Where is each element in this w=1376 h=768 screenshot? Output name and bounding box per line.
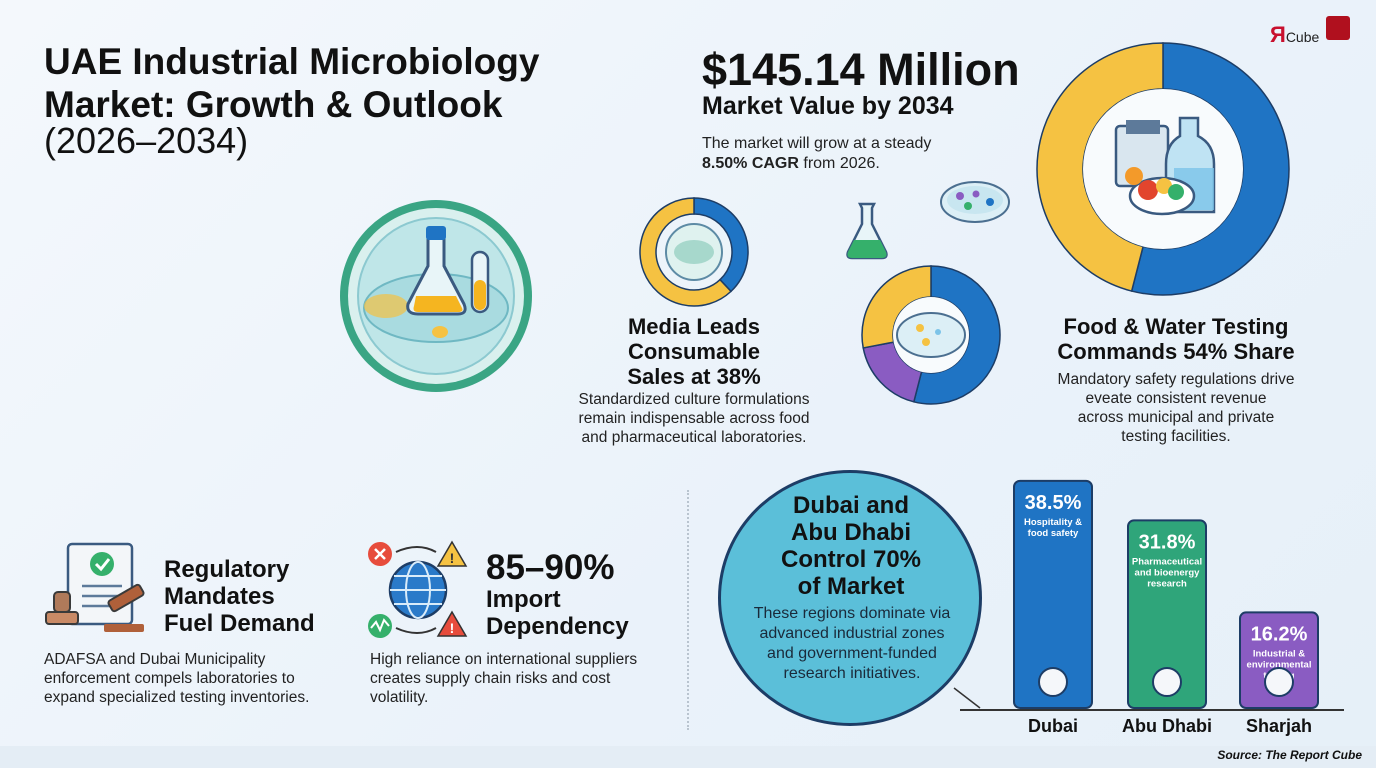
bar-value-label-1: 31.8% [1139, 531, 1196, 553]
bar-desc-2-line-1: environmental [1247, 659, 1312, 670]
media-desc: Standardized culture formulations remain… [548, 390, 840, 447]
bottom-strip [0, 746, 1376, 768]
global-supply-icon: ! ! [368, 540, 468, 638]
food-donut [1036, 42, 1290, 296]
bar-category-0: Dubai [1028, 716, 1078, 736]
factory-icon [1264, 667, 1294, 697]
connector-line [953, 687, 981, 709]
mid-donut-slice-0 [912, 265, 1001, 405]
regions-desc-line-3: and government-funded [767, 645, 937, 662]
bar-desc-1-line-1: and bioenergy [1135, 567, 1201, 578]
food-title-line-2: Commands 54% Share [1057, 339, 1295, 364]
svg-text:!: ! [450, 620, 455, 636]
regions-desc-line-1: These regions dominate via [753, 605, 951, 622]
food-desc-line-4: testing facilities. [1121, 428, 1231, 445]
import-title-line-1: Import [486, 586, 561, 613]
dining-icon [1038, 667, 1068, 697]
bar-desc-0-line-1: food safety [1028, 528, 1079, 539]
cube-icon [1326, 16, 1350, 40]
market-desc-tail: from 2026. [798, 155, 880, 172]
cagr-value: 8.50% CAGR [702, 155, 799, 172]
media-title-line-1: Media Leads [627, 314, 761, 339]
bar-sharjah [1239, 611, 1319, 709]
petri-dish-icon [340, 200, 532, 392]
flask-icon [846, 202, 888, 260]
media-desc-line-1: Standardized culture formulations [578, 391, 810, 408]
media-title-line-2: Consumable [627, 339, 761, 364]
media-donut-segments [639, 197, 749, 307]
media-title-line-3: Sales at 38% [627, 364, 761, 389]
media-desc-line-3: and pharmaceutical laboratories. [581, 429, 807, 446]
bar-dubai [1013, 479, 1093, 709]
food-desc-line-3: across municipal and private [1077, 409, 1275, 426]
regulatory-title: Regulatory Mandates Fuel Demand [164, 556, 315, 637]
regulatory-title-line-3: Fuel Demand [164, 610, 315, 637]
market-value-label: Market Value by 2034 [702, 92, 954, 120]
bar-desc-1-line-0: Pharmaceutical [1132, 556, 1202, 567]
media-desc-line-2: remain indispensable across food [578, 410, 810, 427]
regions-desc: These regions dominate via advanced indu… [730, 604, 974, 684]
bar-category-1: Abu Dhabi [1122, 716, 1212, 736]
import-value: 85–90% [486, 548, 615, 587]
bar-desc-2-line-0: Industrial & [1253, 648, 1305, 659]
import-desc: High reliance on international suppliers… [370, 650, 637, 707]
food-desc-line-1: Mandatory safety regulations drive [1057, 371, 1295, 388]
svg-text:!: ! [450, 550, 455, 566]
brand-logo: ЯCube [1270, 22, 1319, 48]
regulatory-icon [45, 542, 145, 632]
regions-title: Dubai and Abu Dhabi Control 70% of Marke… [740, 492, 962, 600]
media-title: Media Leads Consumable Sales at 38% [588, 314, 800, 389]
regions-desc-line-4: research initiatives. [783, 665, 921, 682]
logo-mark: Я [1270, 22, 1286, 47]
regions-title-line-1: Dubai and [792, 492, 909, 519]
import-title-line-2: Dependency [486, 613, 629, 640]
bar-value-label-2: 16.2% [1251, 623, 1308, 645]
regions-desc-line-2: advanced industrial zones [759, 625, 945, 642]
bar-abu-dhabi [1127, 519, 1207, 709]
regulatory-desc: ADAFSA and Dubai Municipality enforcemen… [44, 650, 309, 707]
regions-title-line-3: Control 70% [780, 546, 921, 573]
media-donut-slice-1 [639, 197, 733, 307]
petri-small-icon [940, 181, 1010, 223]
import-desc-line-3: volatility. [370, 689, 429, 706]
title-line-1: UAE Industrial Microbiology [44, 41, 540, 82]
food-title: Food & Water Testing Commands 54% Share [1030, 314, 1322, 364]
food-desc-line-2: eveate consistent revenue [1085, 390, 1267, 407]
title-years: (2026–2034) [44, 120, 249, 161]
market-desc-line-1: The market will grow at a steady [702, 135, 932, 152]
market-value-desc: The market will grow at a steady 8.50% C… [702, 134, 931, 174]
regions-circle [718, 470, 982, 726]
region-bar-chart: 38.5% Hospitality &food safety Dubai 31.8% P… [953, 479, 1344, 736]
regions-title-line-2: Abu Dhabi [791, 519, 911, 546]
title-line-2: Market: Growth & Outlook [44, 84, 503, 125]
regulatory-desc-line-3: expand specialized testing inventories. [44, 689, 310, 706]
section-divider [687, 490, 689, 730]
food-title-line-1: Food & Water Testing [1063, 314, 1289, 339]
bar-value-label-0: 38.5% [1025, 492, 1082, 514]
bar-desc-1-line-2: research [1147, 578, 1187, 589]
market-value: $145.14 Million [702, 44, 1020, 95]
bar-desc-0-line-0: Hospitality & [1024, 517, 1082, 528]
page-title: UAE Industrial Microbiology Market: Grow… [44, 40, 539, 126]
regulatory-title-line-2: Mandates [164, 583, 275, 610]
logo-text: Cube [1285, 29, 1320, 45]
source-note: Source: The Report Cube [1217, 748, 1362, 762]
regulatory-title-line-1: Regulatory [164, 556, 290, 583]
consumables-donut [861, 265, 1001, 405]
bars-group: 38.5% Hospitality &food safety Dubai 31.8% P… [1013, 479, 1319, 736]
regulatory-desc-line-2: enforcement compels laboratories to [44, 670, 295, 687]
media-donut [639, 197, 749, 307]
import-desc-line-2: creates supply chain risks and cost [370, 670, 611, 687]
food-desc: Mandatory safety regulations drive eveat… [1026, 370, 1326, 446]
import-title: Import Dependency [486, 586, 629, 640]
bar-category-2: Sharjah [1246, 716, 1312, 736]
import-desc-line-1: High reliance on international suppliers [370, 651, 638, 668]
mid-donut-segments [861, 265, 1001, 405]
regulatory-desc-line-1: ADAFSA and Dubai Municipality [44, 651, 266, 668]
doctor-icon [1152, 667, 1182, 697]
regions-title-line-4: of Market [797, 573, 905, 600]
